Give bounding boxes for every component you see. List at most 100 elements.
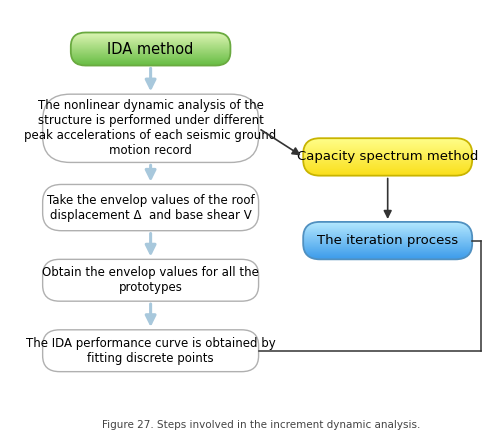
Bar [303,248,472,250]
Bar [303,246,472,248]
Bar [71,56,231,58]
Bar [303,229,472,231]
Bar [71,43,231,44]
Bar [303,231,472,232]
Bar [303,240,472,241]
Bar [303,170,472,172]
Bar [71,57,231,58]
Bar [303,234,472,235]
Bar [303,151,472,153]
Bar [71,54,231,55]
Bar [71,51,231,52]
Bar [303,145,472,146]
Bar [303,227,472,228]
Bar [71,59,231,61]
Bar [71,53,231,54]
Bar [71,44,231,46]
Bar [303,158,472,160]
Bar [303,149,472,150]
Bar [71,51,231,53]
Bar [303,253,472,255]
Bar [71,39,231,40]
FancyBboxPatch shape [303,138,472,176]
Bar [71,60,231,62]
Bar [71,32,231,33]
Bar [303,228,472,230]
Bar [303,228,472,229]
Bar [303,252,472,253]
Bar [303,245,472,246]
Bar [303,233,472,235]
Bar [71,58,231,59]
Bar [303,173,472,175]
Bar [71,34,231,36]
Bar [71,55,231,57]
Bar [303,234,472,235]
Bar [303,256,472,258]
Bar [303,241,472,243]
Bar [303,251,472,252]
Bar [303,169,472,171]
Bar [303,171,472,173]
Bar [303,154,472,156]
Bar [71,46,231,48]
Bar [303,245,472,247]
Bar [71,36,231,37]
Bar [303,249,472,251]
Bar [303,147,472,148]
Bar [303,165,472,167]
Bar [303,254,472,256]
Text: The nonlinear dynamic analysis of the
structure is performed under different
pea: The nonlinear dynamic analysis of the st… [24,99,276,157]
Bar [303,142,472,144]
Bar [303,164,472,165]
Bar [303,225,472,227]
Bar [71,62,231,63]
Bar [303,157,472,158]
Bar [303,153,472,155]
Text: The IDA performance curve is obtained by
fitting discrete points: The IDA performance curve is obtained by… [26,337,276,365]
Text: The iteration process: The iteration process [317,234,458,247]
Bar [303,140,472,141]
Bar [303,166,472,168]
Bar [303,147,472,149]
Bar [303,139,472,140]
Bar [303,222,472,223]
Bar [303,174,472,176]
Bar [303,164,472,165]
Bar [303,145,472,147]
Bar [303,235,472,237]
Bar [303,258,472,259]
Bar [303,221,472,223]
FancyBboxPatch shape [42,185,258,231]
Text: Take the envelop values of the roof
displacement Δ  and base shear V: Take the envelop values of the roof disp… [47,194,255,222]
Bar [303,141,472,143]
Bar [71,55,231,56]
Text: Obtain the envelop values for all the
prototypes: Obtain the envelop values for all the pr… [42,266,259,294]
Bar [71,40,231,41]
Bar [303,138,472,140]
Bar [71,54,231,56]
Bar [303,153,472,154]
Bar [303,239,472,241]
Bar [303,143,472,145]
Bar [303,155,472,156]
Bar [303,244,472,245]
Text: IDA method: IDA method [108,41,194,57]
FancyBboxPatch shape [42,94,258,162]
Bar [303,240,472,242]
Bar [71,49,231,51]
Bar [303,168,472,169]
Bar [303,226,472,227]
Bar [303,162,472,164]
Bar [71,56,231,57]
Bar [71,39,231,41]
Bar [303,172,472,174]
Bar [303,247,472,249]
Bar [303,227,472,229]
Bar [71,45,231,46]
Bar [303,224,472,226]
Bar [71,33,231,35]
Bar [71,62,231,64]
Bar [303,139,472,140]
Bar [303,223,472,225]
